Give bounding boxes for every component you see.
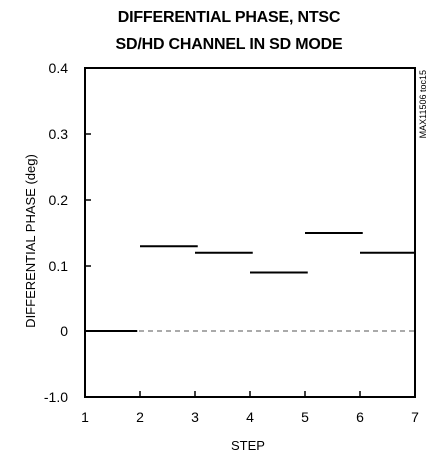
x-axis-label: STEP	[231, 438, 265, 453]
chart-title-line-2: SD/HD CHANNEL IN SD MODE	[116, 36, 343, 53]
x-tick-label: 2	[136, 409, 144, 425]
y-axis-label: DIFFERENTIAL PHASE (deg)	[23, 154, 38, 328]
x-tick-label: 3	[191, 409, 199, 425]
y-tick-label: 0.2	[49, 192, 69, 208]
data-segments	[85, 232, 415, 332]
x-tick-label: 5	[301, 409, 309, 425]
y-tick-label: 0.3	[49, 126, 69, 142]
plot-frame	[84, 67, 416, 398]
y-ticks: -1.0 0 0.1 0.2 0.3 0.4	[44, 60, 91, 405]
chart-title-line-1: DIFFERENTIAL PHASE, NTSC	[118, 9, 341, 26]
x-tick-label: 4	[246, 409, 254, 425]
x-tick-label: 7	[411, 409, 419, 425]
y-tick-label: 0	[60, 323, 68, 339]
y-tick-label: -1.0	[44, 389, 68, 405]
y-tick-label: 0.4	[49, 60, 69, 76]
y-tick-label: 0.1	[49, 258, 69, 274]
x-tick-label: 1	[81, 409, 89, 425]
x-tick-label: 6	[356, 409, 364, 425]
side-note: MAX11506 toc15	[418, 70, 428, 138]
